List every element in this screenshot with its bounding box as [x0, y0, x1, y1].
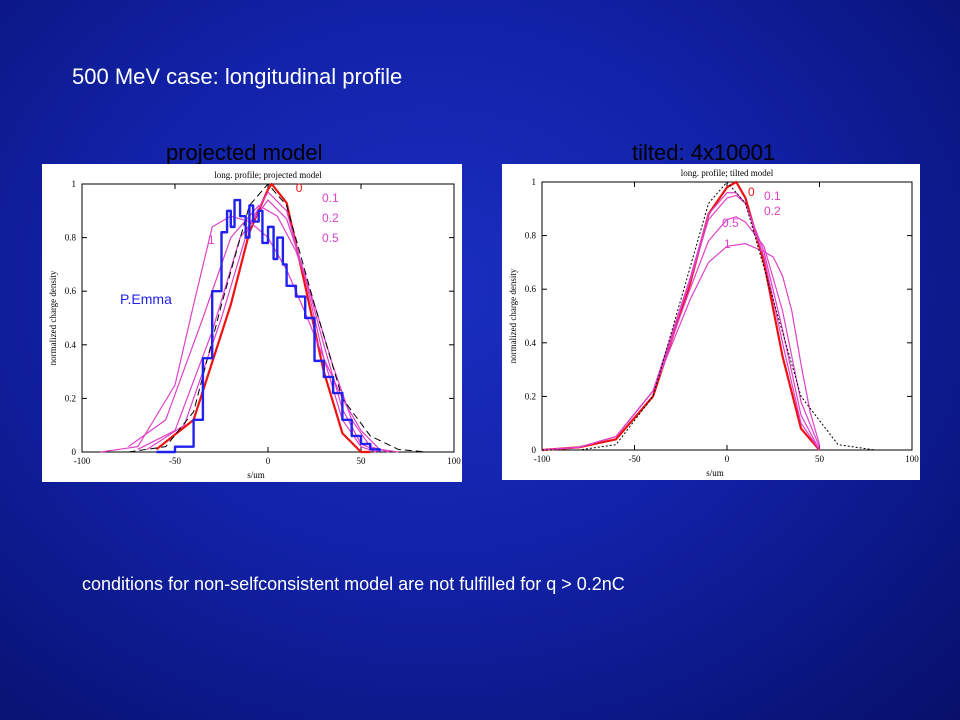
series-line-q-0 — [541, 180, 821, 452]
x-tick-label: 100 — [905, 454, 919, 464]
y-tick-label: 0 — [72, 447, 77, 457]
left-chart-panel: long. profile; projected model -100 -50 0 50… — [42, 164, 462, 482]
y-tick-label: 0.8 — [65, 233, 77, 243]
x-tick-label: 50 — [815, 454, 825, 464]
left-chart: long. profile; projected model -100 -50 0 50… — [48, 170, 461, 480]
x-tick-label: -50 — [169, 456, 181, 466]
y-tick-label: 0.8 — [525, 231, 537, 241]
x-axis-label: s/um — [706, 468, 724, 478]
x-axis-label: s/um — [247, 470, 265, 480]
y-tick-label: 1 — [72, 179, 77, 189]
series-label-0.1: 0.1 — [764, 189, 781, 203]
series-label-0.2: 0.2 — [322, 211, 339, 225]
plot-frame — [81, 183, 455, 453]
right-chart-panel: long. profile; tilted model -100 -50 0 50 100… — [502, 164, 920, 480]
x-tick-label: 0 — [725, 454, 730, 464]
series-line-q-0.1 — [146, 191, 377, 453]
left-panel-title: projected model — [166, 140, 323, 165]
series-label-0.5: 0.5 — [722, 216, 739, 230]
chart-title: long. profile; projected model — [214, 170, 322, 180]
reference-gaussian-line — [128, 183, 427, 453]
y-tick-label: 0 — [532, 445, 537, 455]
series-line-q-0.5 — [128, 204, 390, 453]
x-tick-label: 50 — [357, 456, 367, 466]
y-axis-label: normalized charge density — [48, 270, 58, 365]
x-tick-label: -100 — [534, 454, 551, 464]
measured-data-label: P.Emma — [120, 291, 172, 307]
series-label-0: 0 — [748, 185, 755, 199]
y-tick-label: 0.6 — [65, 286, 77, 296]
series-label-0: 0 — [296, 181, 303, 195]
slide-title: 500 MeV case: longitudinal profile — [72, 64, 403, 89]
series-label-1: 1 — [208, 233, 215, 247]
footer-note: conditions for non-selfconsistent model … — [82, 574, 625, 594]
reference-gaussian-line — [542, 181, 912, 451]
y-tick-label: 1 — [532, 177, 537, 187]
y-tick-label: 0.4 — [525, 338, 537, 348]
y-tick-label: 0.6 — [525, 284, 537, 294]
series-line-q-1 — [100, 215, 399, 453]
chart-title: long. profile; tilted model — [681, 168, 774, 178]
series-label-1: 1 — [724, 237, 731, 251]
x-tick-label: 0 — [266, 456, 271, 466]
y-axis-label: normalized charge density — [508, 268, 518, 363]
series-label-0.1: 0.1 — [322, 191, 339, 205]
x-tick-label: -50 — [629, 454, 641, 464]
series-line-q-1 — [541, 243, 821, 451]
y-tick-label: 0.4 — [65, 340, 77, 350]
right-panel-title: tilted: 4x10001 — [632, 140, 776, 165]
series-label-0.5: 0.5 — [322, 231, 339, 245]
measured-profile-line — [156, 198, 381, 454]
right-chart: long. profile; tilted model-100 -50 0 50 100… — [508, 168, 919, 478]
x-tick-label: -100 — [74, 456, 91, 466]
series-line-q-0 — [155, 182, 371, 454]
x-tick-label: 100 — [447, 456, 461, 466]
series-label-0.2: 0.2 — [764, 204, 781, 218]
y-tick-label: 0.2 — [65, 393, 76, 403]
y-tick-label: 0.2 — [525, 391, 536, 401]
